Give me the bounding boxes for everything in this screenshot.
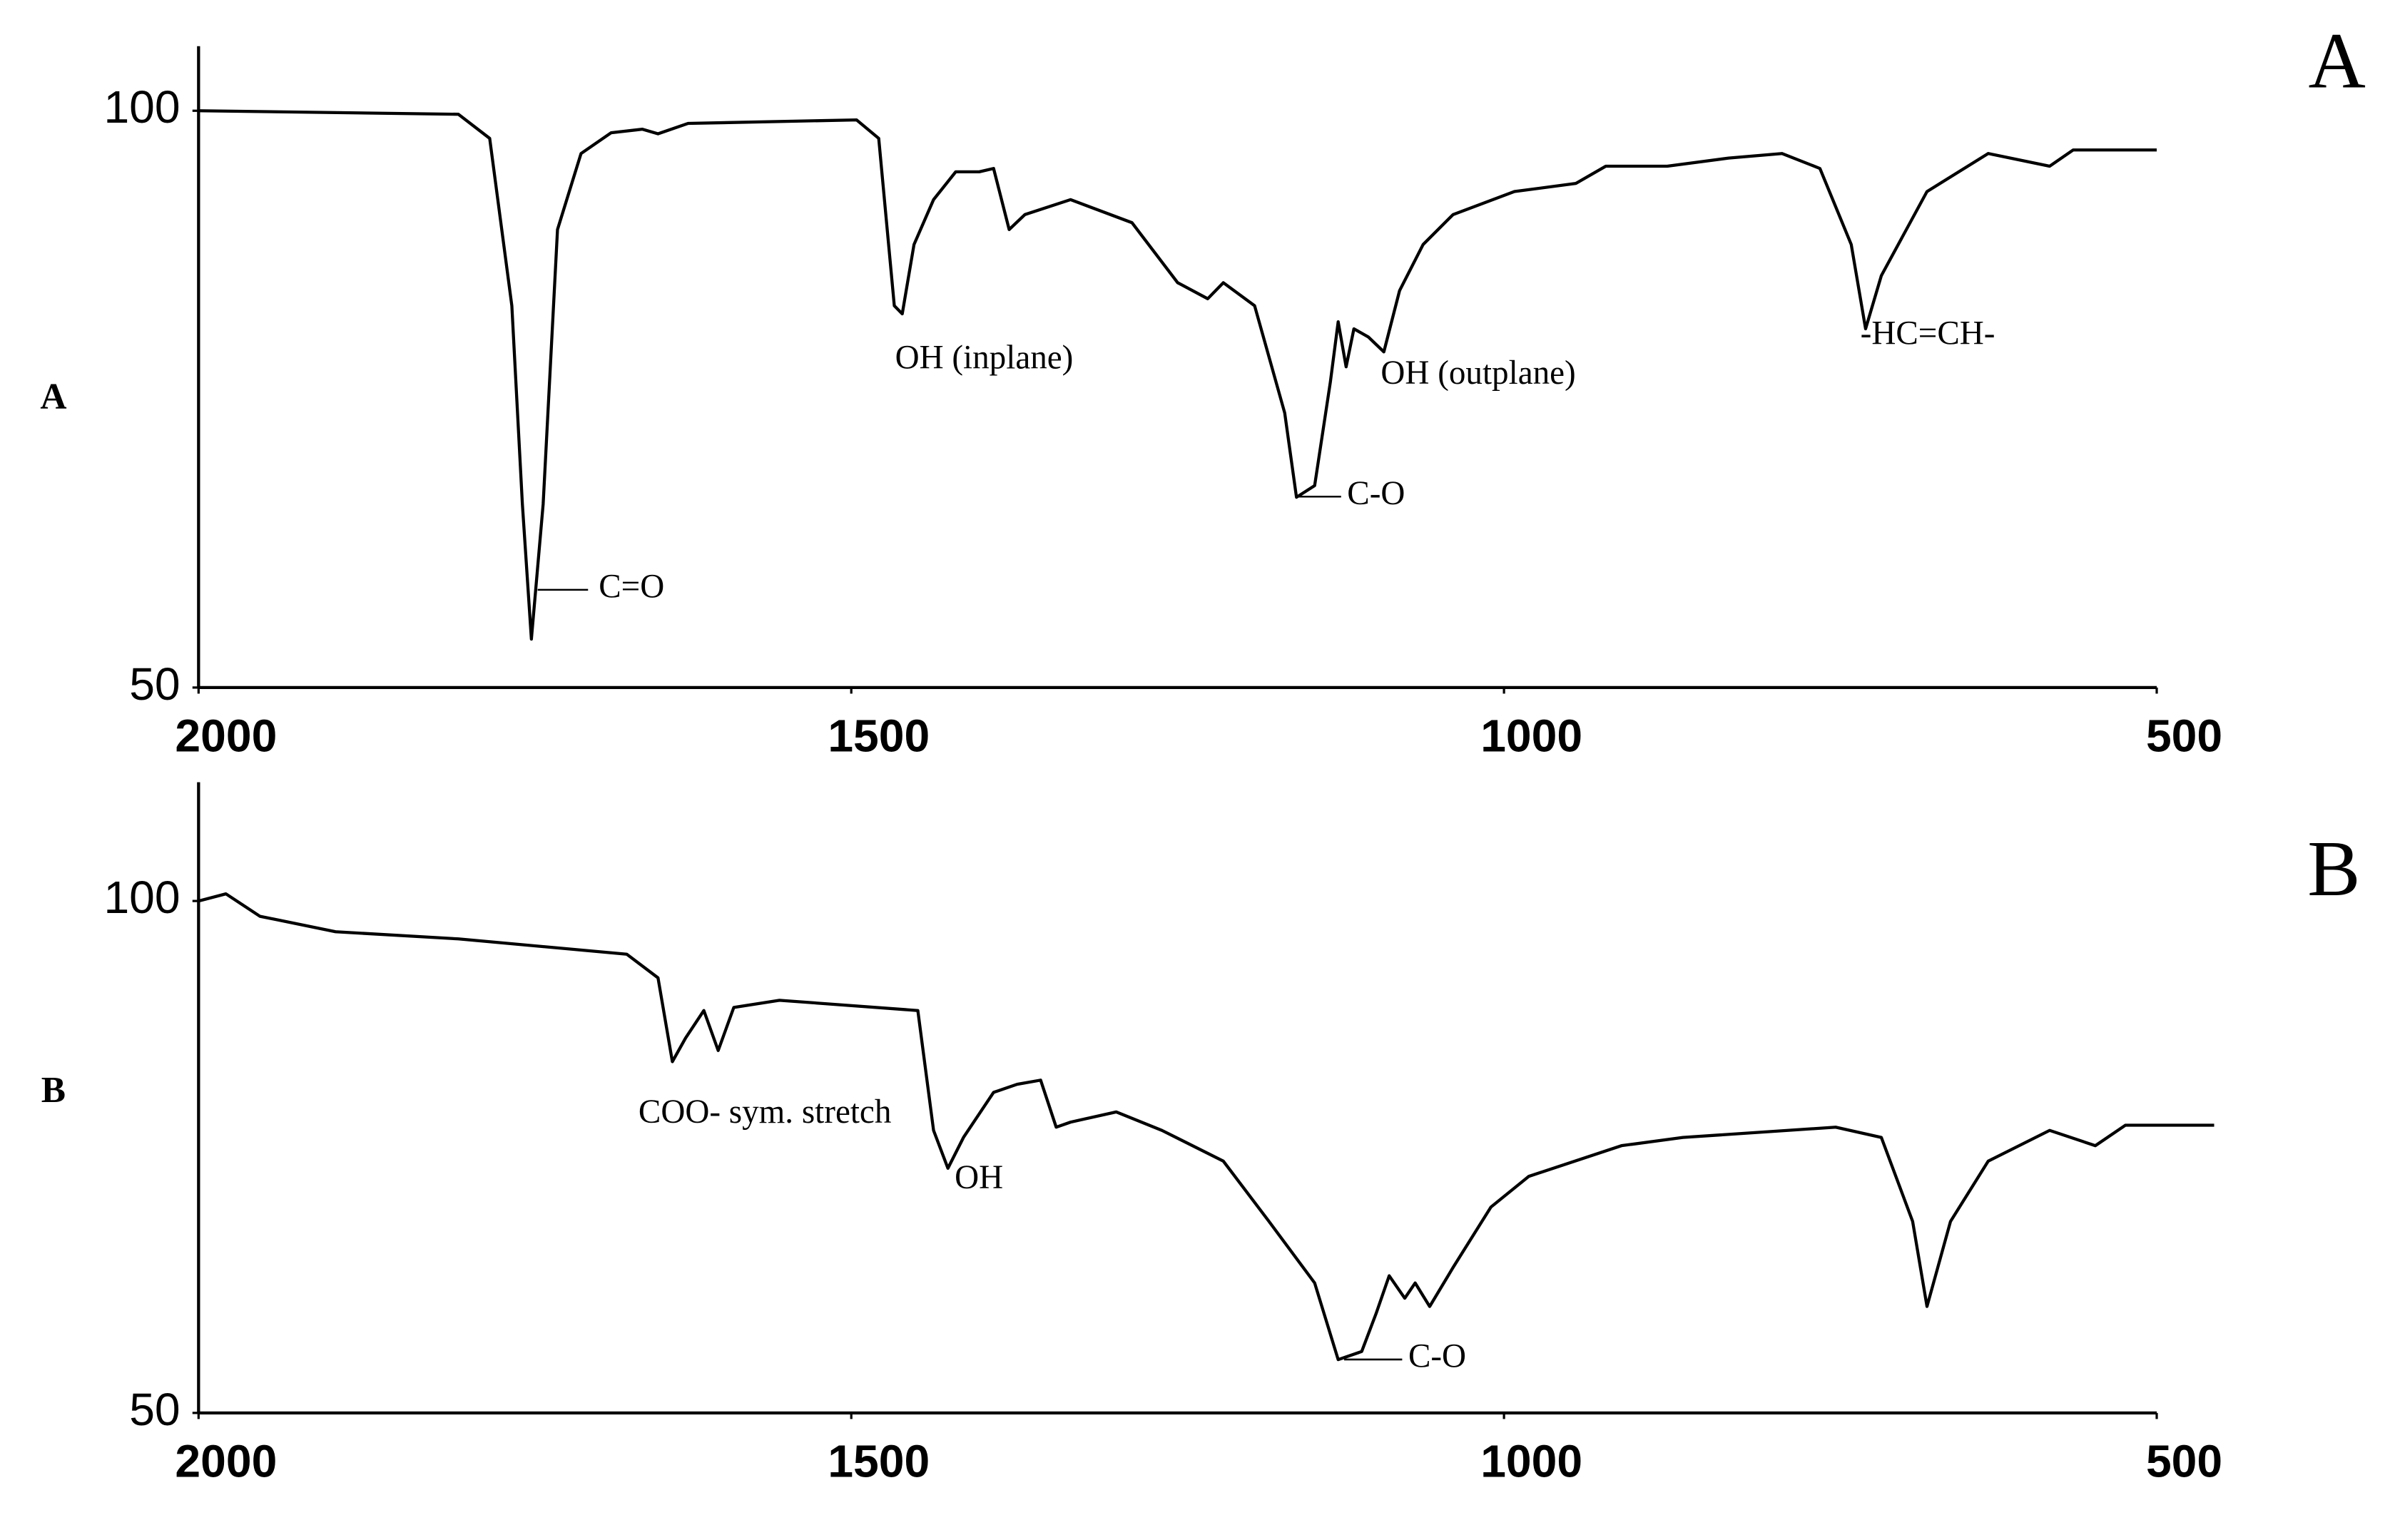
y-axis-label: B [41,1070,66,1111]
spectrum-line [198,109,2157,641]
x-tick-label: 500 [2146,710,2222,762]
spectrum-line [198,892,2215,1362]
x-tick-label: 1500 [828,710,930,762]
y-tick-label: 50 [129,1384,180,1435]
annotation: OH (outplane) [1380,355,1575,392]
annotation: C=O [599,568,664,606]
annotation: OH (inplane) [895,340,1074,377]
annotation: OH [955,1159,1003,1196]
x-tick-label: 1500 [828,1436,930,1487]
y-tick-label: 100 [103,872,180,923]
annotation: COO- sym. stretch [639,1093,891,1131]
annotation: C-O [1408,1338,1466,1375]
y-tick-label: 50 [129,658,180,710]
y-axis-label: A [40,377,66,417]
x-tick-label: 1000 [1480,710,1582,762]
panel-title: B [2307,825,2360,913]
annotation: -HC=CH- [1861,315,1995,352]
x-tick-label: 2000 [175,710,277,762]
x-tick-label: 1000 [1480,1436,1582,1487]
x-tick-label: 2000 [175,1436,277,1487]
panel-title: A [2308,17,2365,105]
x-tick-label: 500 [2146,1436,2222,1487]
y-tick-label: 100 [103,81,180,133]
annotation: C-O [1347,475,1405,512]
